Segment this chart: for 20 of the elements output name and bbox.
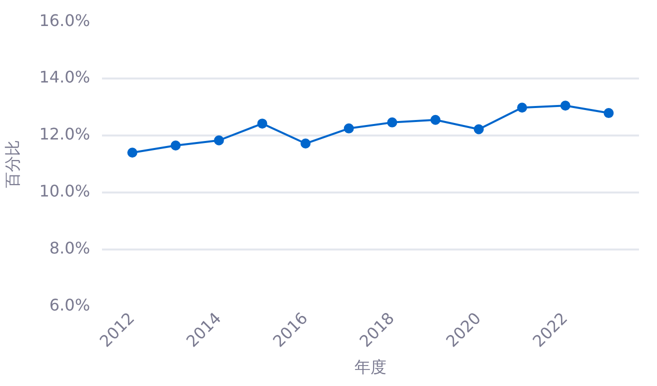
y-tick-label: 8.0% <box>49 238 90 258</box>
point <box>300 138 311 149</box>
point <box>257 118 268 129</box>
x-axis-title: 年度 <box>354 358 387 377</box>
y-axis-title: 百分比 <box>2 140 22 188</box>
point <box>430 114 440 125</box>
y-tick-label: 16.0% <box>39 10 90 30</box>
point <box>560 100 570 111</box>
point <box>474 124 484 134</box>
y-tick-label: 12.0% <box>39 124 90 144</box>
y-tick-label: 10.0% <box>39 182 90 201</box>
y-tick-label: 14.0% <box>39 68 90 87</box>
point <box>127 148 138 158</box>
point <box>387 117 398 128</box>
point <box>344 123 354 134</box>
point <box>170 140 181 150</box>
point <box>214 135 224 146</box>
y-tick-label: 6.0% <box>49 296 90 315</box>
point <box>604 108 614 118</box>
point <box>517 102 528 113</box>
